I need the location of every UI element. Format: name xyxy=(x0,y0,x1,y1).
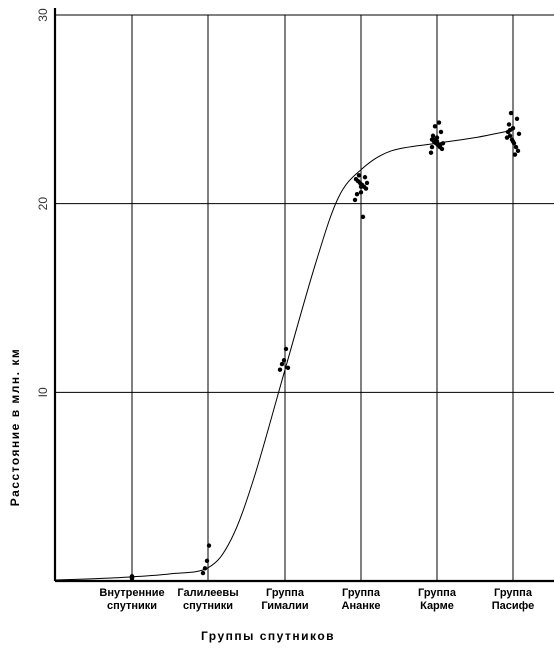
grid xyxy=(55,14,554,581)
y-tick-label: 30 xyxy=(36,8,50,22)
data-point xyxy=(515,148,521,154)
data-point xyxy=(437,142,443,148)
data-point xyxy=(285,365,291,371)
data-point xyxy=(510,139,516,144)
data-point xyxy=(352,197,358,203)
data-point xyxy=(354,192,360,197)
data-point xyxy=(514,116,520,121)
data-point xyxy=(439,146,445,152)
data-point xyxy=(206,543,212,548)
y-tick-labels: 30 20 I0 xyxy=(36,8,50,397)
data-point xyxy=(356,173,362,178)
data-point xyxy=(431,137,437,142)
data-point xyxy=(438,129,444,135)
y-axis-label: Расстояние в млн. км xyxy=(8,348,22,506)
data-point xyxy=(430,133,436,138)
data-point xyxy=(360,214,366,220)
data-point xyxy=(429,144,435,150)
data-point xyxy=(358,190,364,195)
y-tick-label: I0 xyxy=(36,387,50,397)
category-label: Группа Карме xyxy=(418,587,457,612)
data-point xyxy=(436,120,442,125)
data-point xyxy=(277,367,283,372)
category-label: Группа Ананке xyxy=(342,587,381,612)
trend-curve-path xyxy=(54,129,514,581)
data-point xyxy=(283,346,289,352)
y-tick-label: 20 xyxy=(36,197,50,211)
data-point xyxy=(504,135,510,140)
data-point xyxy=(363,186,369,191)
data-point xyxy=(202,566,208,571)
axes xyxy=(53,8,554,583)
data-points xyxy=(129,110,522,581)
data-point xyxy=(432,124,438,129)
category-label: Группа Пасифе xyxy=(492,587,535,612)
category-labels: Внутренние спутники Галилеевы спутники Групп… xyxy=(99,587,534,612)
data-point xyxy=(362,175,368,180)
data-point xyxy=(516,131,522,137)
data-point xyxy=(512,152,518,157)
data-point xyxy=(428,150,434,155)
category-label: Группа Гималии xyxy=(261,587,308,612)
data-point xyxy=(129,575,135,580)
data-point xyxy=(364,180,370,186)
x-axis-label: Группы спутников xyxy=(201,629,335,643)
data-point xyxy=(358,184,364,189)
data-point xyxy=(508,110,514,116)
data-point xyxy=(506,122,512,127)
category-label: Галилеевы спутники xyxy=(177,587,238,612)
data-point xyxy=(513,144,519,150)
data-point xyxy=(281,358,287,363)
data-point xyxy=(204,558,210,564)
trend-curve xyxy=(54,129,514,581)
data-point xyxy=(507,127,513,133)
data-point xyxy=(279,361,285,367)
data-point xyxy=(200,570,206,576)
category-label: Внутренние спутники xyxy=(99,587,164,612)
